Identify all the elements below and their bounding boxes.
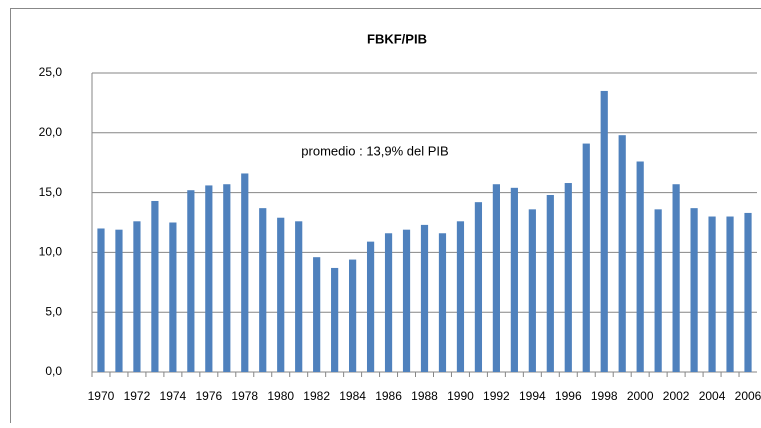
bar <box>475 202 482 372</box>
bar <box>151 201 158 372</box>
bar <box>259 208 266 372</box>
x-tick-label: 1970 <box>88 389 115 403</box>
bar <box>115 230 122 372</box>
y-tick-label: 5,0 <box>45 304 62 318</box>
x-tick-label: 1996 <box>555 389 582 403</box>
bar <box>511 188 518 372</box>
bar <box>655 209 662 372</box>
bar <box>637 162 644 372</box>
bar <box>708 217 715 372</box>
bar <box>619 135 626 372</box>
y-tick-label: 15,0 <box>39 185 63 199</box>
bar <box>565 183 572 372</box>
bar <box>295 221 302 372</box>
bar <box>421 225 428 372</box>
bar <box>744 213 751 372</box>
bar <box>367 242 374 372</box>
y-tick-label: 20,0 <box>39 125 63 139</box>
y-tick-label: 10,0 <box>39 245 63 259</box>
bar <box>223 184 230 372</box>
bar <box>726 217 733 372</box>
y-tick-label: 25,0 <box>39 65 63 79</box>
bar <box>493 184 500 372</box>
bar <box>187 190 194 372</box>
chart-title: FBKF/PIB <box>367 31 427 46</box>
x-tick-label: 1976 <box>195 389 222 403</box>
bar <box>457 221 464 372</box>
x-tick-label: 1994 <box>519 389 546 403</box>
bar <box>133 221 140 372</box>
x-tick-label: 2004 <box>699 389 726 403</box>
bar <box>97 228 104 372</box>
x-tick-label: 1974 <box>160 389 187 403</box>
x-tick-label: 1972 <box>124 389 151 403</box>
bar <box>385 233 392 372</box>
x-tick-label: 1984 <box>339 389 366 403</box>
x-tick-label: 1978 <box>231 389 258 403</box>
x-tick-label: 1990 <box>447 389 474 403</box>
x-tick-label: 1992 <box>483 389 510 403</box>
annotation: promedio : 13,9% del PIB <box>301 143 448 158</box>
bar <box>601 91 608 372</box>
x-tick-label: 1980 <box>267 389 294 403</box>
bar <box>529 209 536 372</box>
bar <box>241 173 248 372</box>
bar <box>205 185 212 372</box>
bar <box>547 195 554 372</box>
bar <box>403 230 410 372</box>
x-tick-label: 2006 <box>735 389 761 403</box>
x-tick-label: 1998 <box>591 389 618 403</box>
bar <box>277 218 284 372</box>
x-tick-label: 1982 <box>303 389 330 403</box>
x-tick-label: 1986 <box>375 389 402 403</box>
bar <box>439 233 446 372</box>
x-tick-label: 1988 <box>411 389 438 403</box>
bar <box>169 223 176 373</box>
bar <box>690 208 697 372</box>
bar <box>313 257 320 372</box>
bar <box>331 268 338 372</box>
bar <box>583 144 590 372</box>
y-tick-label: 0,0 <box>45 364 62 378</box>
x-tick-label: 2000 <box>627 389 654 403</box>
bar <box>349 260 356 372</box>
bar <box>673 184 680 372</box>
x-tick-label: 2002 <box>663 389 690 403</box>
